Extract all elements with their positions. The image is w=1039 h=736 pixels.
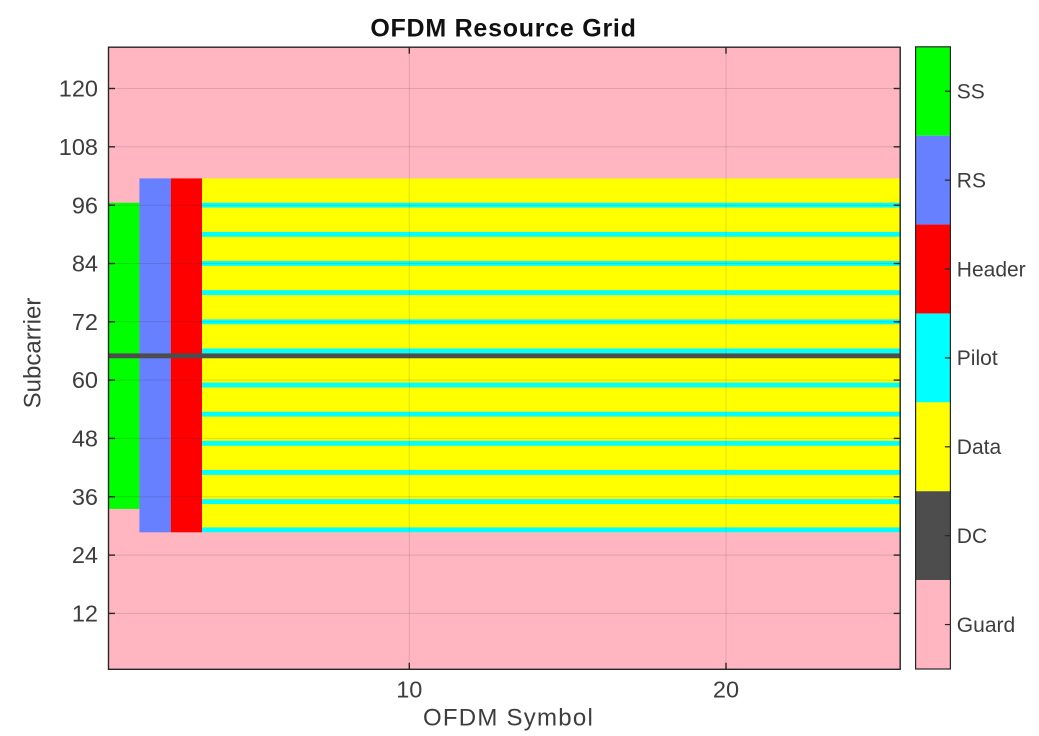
svg-text:24: 24 — [72, 542, 98, 568]
svg-text:Header: Header — [957, 258, 1026, 281]
svg-text:OFDM Resource Grid: OFDM Resource Grid — [370, 15, 636, 43]
svg-text:20: 20 — [713, 677, 739, 703]
svg-text:36: 36 — [72, 484, 98, 510]
svg-text:10: 10 — [396, 677, 422, 703]
svg-text:OFDM Symbol: OFDM Symbol — [423, 704, 594, 731]
svg-text:DC: DC — [957, 525, 987, 548]
svg-text:SS: SS — [957, 81, 985, 104]
svg-text:84: 84 — [72, 251, 98, 277]
svg-text:120: 120 — [59, 76, 98, 102]
svg-text:Guard: Guard — [957, 614, 1015, 637]
svg-text:108: 108 — [59, 134, 98, 160]
svg-text:96: 96 — [72, 192, 98, 218]
svg-text:Subcarrier: Subcarrier — [20, 298, 47, 409]
svg-text:60: 60 — [72, 367, 98, 393]
svg-text:12: 12 — [72, 601, 98, 627]
svg-text:Data: Data — [957, 436, 1002, 459]
svg-text:Pilot: Pilot — [957, 347, 998, 370]
svg-text:RS: RS — [957, 169, 986, 192]
svg-text:72: 72 — [72, 309, 98, 335]
svg-text:48: 48 — [72, 426, 98, 452]
